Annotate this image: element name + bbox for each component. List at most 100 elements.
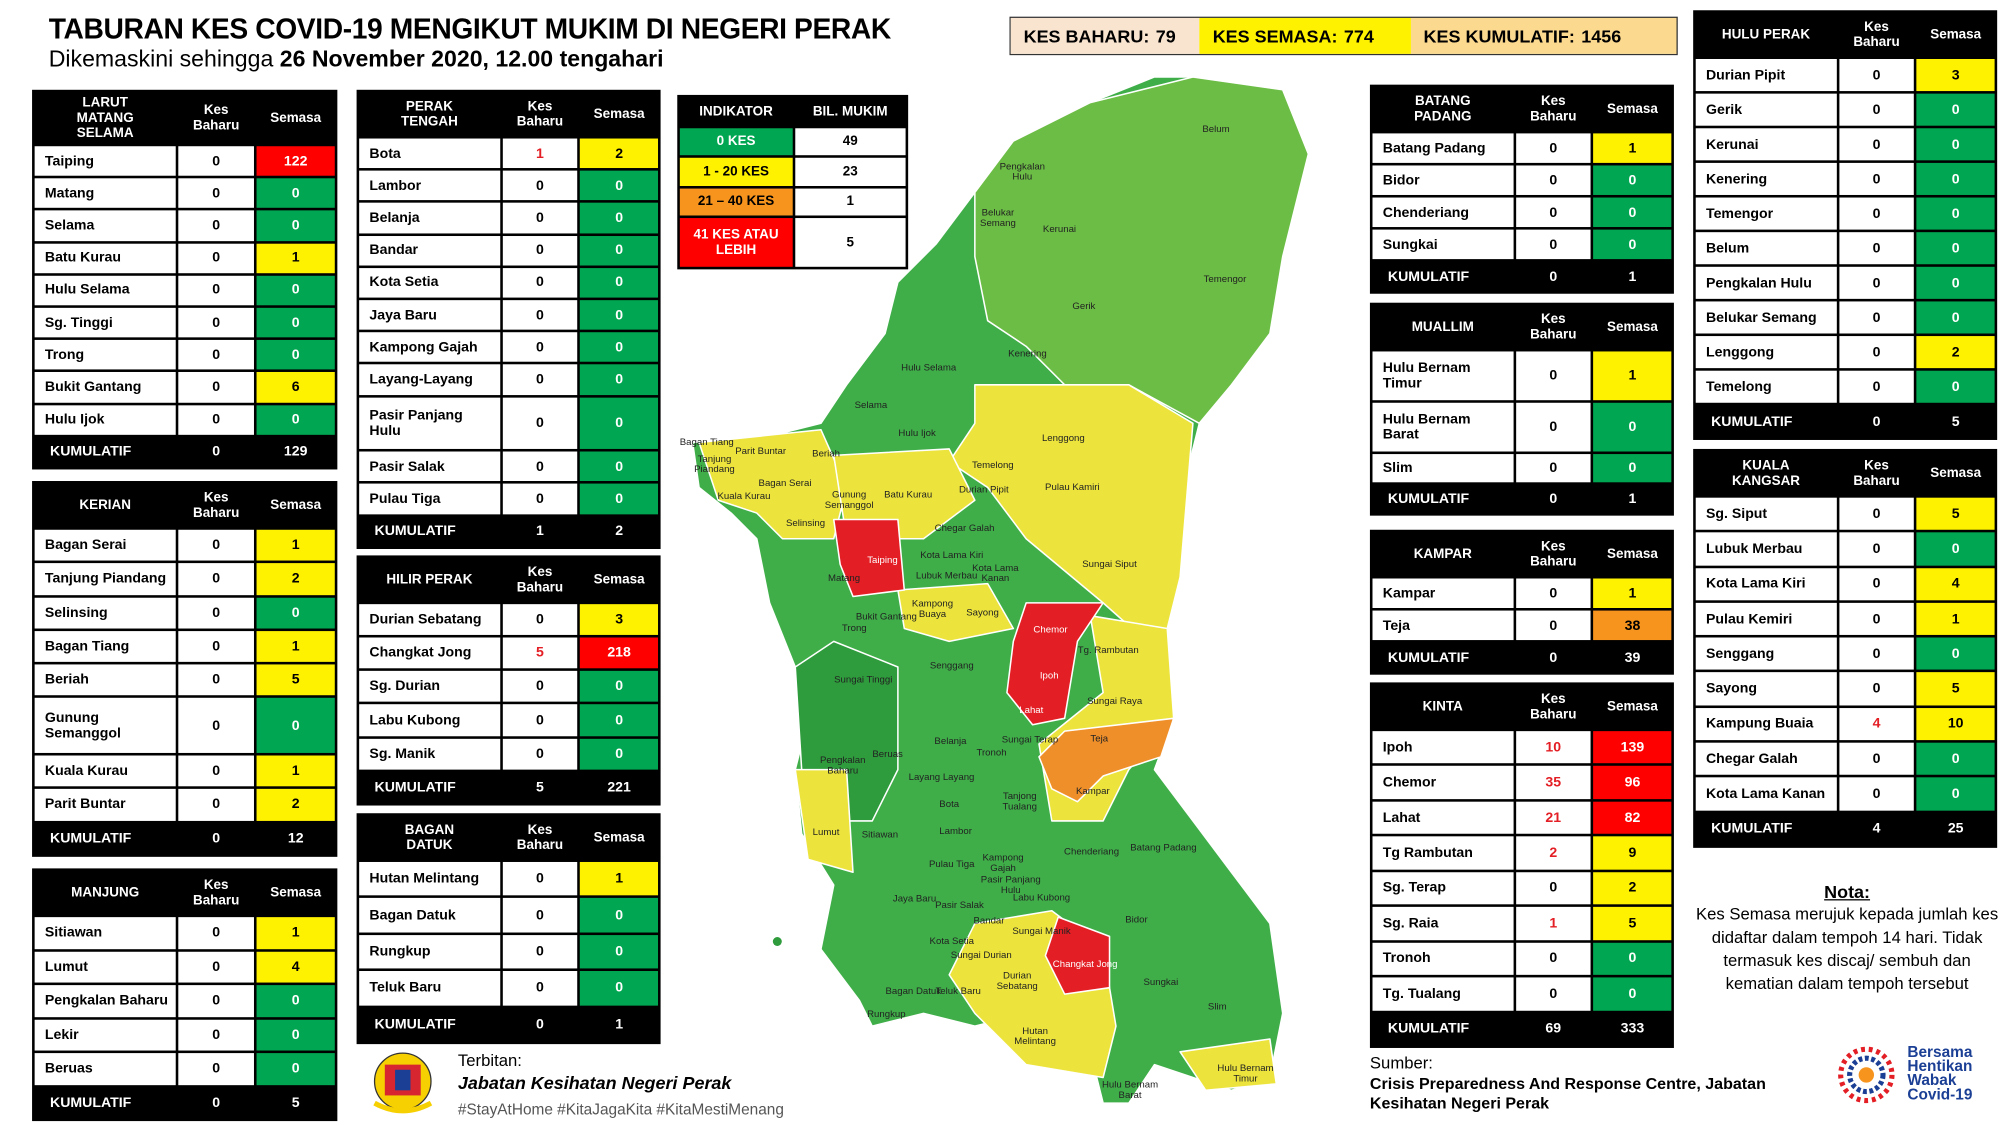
data-row: Beruas 0 0: [34, 1053, 335, 1085]
active-cases: 0: [580, 235, 659, 266]
header-cell: Kes Baharu: [192, 102, 240, 134]
mukim-name: Sungkai: [1372, 229, 1514, 260]
total-cell: 0: [178, 1087, 255, 1119]
map-label: Bota: [939, 797, 960, 810]
summary-label: KES KUMULATIF:: [1423, 25, 1575, 47]
summary-item: KES KUMULATIF: 1456: [1410, 17, 1677, 54]
district-table: LARUT MATANG SELAMA Kes Baharu Semasa Taipi…: [32, 89, 338, 470]
active-cases: 0: [580, 971, 659, 1006]
active-cases: 0: [1916, 128, 1995, 161]
active-cases: 122: [256, 146, 335, 176]
data-row: Bagan Datuk 0 0: [359, 898, 659, 933]
new-cases: 0: [502, 451, 578, 482]
map-label: Belanja: [934, 734, 967, 747]
map-label: Hulu Bernam Timur: [1217, 1062, 1274, 1084]
subtitle: Dikemaskini sehingga 26 November 2020, 12…: [49, 46, 664, 73]
data-row: Pulau Kemiri 0 1: [1695, 602, 1995, 636]
data-row: Tronoh 0 0: [1372, 942, 1672, 975]
new-cases: 0: [1838, 59, 1915, 92]
map-label: Parit Buntar: [735, 445, 787, 457]
mukim-name: Pasir Salak: [359, 451, 500, 482]
mukim-name: Bota: [359, 138, 500, 169]
map-label: Hulu Ijok: [898, 427, 936, 439]
active-cases: 0: [580, 203, 659, 233]
summary-value: 79: [1155, 25, 1176, 47]
map-label: Pasir Panjang Hulu: [980, 873, 1041, 896]
header-cell: KAMPAR: [1413, 546, 1472, 562]
region-yellow: [1179, 1038, 1278, 1092]
active-cases: 2: [1916, 336, 1995, 369]
data-row: Hulu Selama 0 0: [34, 275, 335, 306]
indicator-table: INDIKATOR BIL. MUKIM 0 KES 49 1 - 20 KES 23 21…: [677, 94, 909, 270]
mukim-name: Kampar: [1372, 578, 1514, 608]
mukim-name: Sg. Raia: [1372, 907, 1514, 940]
mukim-name: Taiping: [34, 146, 176, 176]
data-row: Pengkalan Baharu 0 0: [34, 985, 335, 1017]
data-row: Parit Buntar 0 2: [34, 789, 335, 821]
data-row: Trong 0 0: [34, 340, 335, 370]
map-label: Gerik: [1072, 300, 1096, 312]
mukim-name: Durian Pipit: [1695, 59, 1837, 92]
data-row: Chegar Galah 0 0: [1695, 742, 1995, 776]
mukim-name: Pulau Kemiri: [1695, 602, 1837, 636]
map-label: Teja: [1090, 732, 1109, 744]
mukim-name: Sayong: [1695, 672, 1837, 706]
map-label: Lahat: [1019, 704, 1044, 716]
data-row: Hulu Bernam Barat 0 0: [1372, 402, 1672, 452]
mukim-name: Bukit Gantang: [34, 372, 176, 403]
map-label: Slim: [1207, 1000, 1227, 1013]
data-row: Hulu Bernam Timur 0 1: [1372, 351, 1672, 401]
active-cases: 0: [1916, 301, 1995, 334]
mukim-name: Tg Rambutan: [1372, 836, 1514, 870]
data-row: Sg. Terap 0 2: [1372, 871, 1672, 905]
header-cell: Semasa: [270, 885, 322, 901]
district-table: BATANG PADANG Kes Baharu Semasa Batang Pada…: [1369, 84, 1674, 294]
mukim-name: Hulu Ijok: [34, 404, 176, 435]
map-label: Lumut: [812, 826, 840, 838]
active-cases: 0: [580, 934, 659, 969]
district-table: KAMPAR Kes Baharu Semasa Kampar 0 1 Teja 0 38 KUM…: [1369, 529, 1674, 675]
header-cell: PERAK TENGAH: [400, 98, 458, 130]
total-cell: 25: [1916, 812, 1995, 846]
total-cell: 12: [256, 822, 335, 855]
header-cell: BIL. MUKIM: [812, 103, 888, 120]
total-cell: 0: [1515, 261, 1591, 292]
active-cases: 1: [1593, 351, 1672, 401]
mukim-name: Pengkalan Baharu: [34, 985, 176, 1017]
active-cases: 1: [256, 755, 335, 787]
data-row: Tg Rambutan 2 9: [1372, 836, 1672, 870]
new-cases: 0: [1515, 229, 1591, 260]
data-row: Sg. Tinggi 0 0: [34, 307, 335, 338]
data-row: Bota 1 2: [359, 138, 659, 169]
active-cases: 0: [580, 484, 659, 514]
header-row: KUALA KANGSAR Kes Baharu Semasa: [1696, 452, 1995, 496]
active-cases: 0: [1916, 93, 1995, 126]
active-cases: 5: [1593, 907, 1672, 940]
title: TABURAN KES COVID-19 MENGIKUT MUKIM DI N…: [48, 12, 892, 45]
mukim-name: Gunung Semanggol: [34, 698, 176, 753]
total-cell: 0: [502, 1007, 578, 1042]
indicator-row: 0 KES 49: [679, 127, 906, 156]
new-cases: 0: [1515, 977, 1591, 1011]
summary-value: 1456: [1581, 25, 1622, 47]
total-cell: KUMULATIF: [1695, 405, 1837, 438]
active-cases: 3: [1916, 59, 1995, 92]
total-cell: KUMULATIF: [1372, 261, 1514, 292]
active-cases: 0: [1593, 402, 1672, 452]
district-table: BAGAN DATUK Kes Baharu Semasa Hutan Melinta…: [356, 813, 661, 1045]
total-cell: 5: [1916, 405, 1995, 438]
new-cases: 4: [1838, 707, 1915, 741]
header-cell: MANJUNG: [71, 885, 140, 901]
total-row: KUMULATIF 0 39: [1372, 642, 1672, 673]
map-label: Bukit Gantang: [855, 610, 917, 623]
total-cell: KUMULATIF: [1372, 642, 1514, 673]
active-cases: 5: [1916, 497, 1995, 531]
region-red: [1006, 602, 1104, 726]
new-cases: 0: [1515, 578, 1591, 608]
data-row: Sg. Durian 0 0: [359, 671, 659, 703]
new-cases: 0: [502, 170, 578, 201]
map-label: Rungkup: [867, 1008, 906, 1020]
mukim-name: Kerunai: [1695, 128, 1837, 161]
new-cases: 0: [1838, 637, 1915, 671]
map-label: Temengor: [1203, 273, 1247, 285]
